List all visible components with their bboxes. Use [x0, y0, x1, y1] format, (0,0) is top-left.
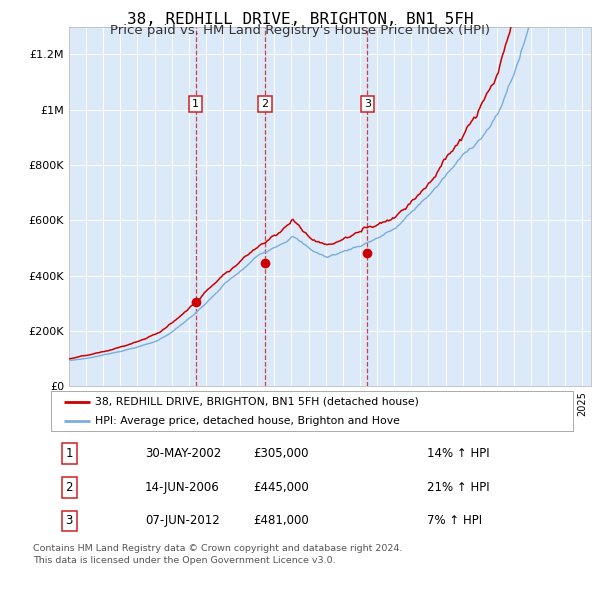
Text: 2: 2	[65, 481, 73, 494]
Text: 1: 1	[65, 447, 73, 460]
Text: £445,000: £445,000	[253, 481, 308, 494]
Text: Contains HM Land Registry data © Crown copyright and database right 2024.
This d: Contains HM Land Registry data © Crown c…	[33, 544, 403, 565]
Text: 3: 3	[364, 99, 371, 109]
Text: 14-JUN-2006: 14-JUN-2006	[145, 481, 220, 494]
Text: Price paid vs. HM Land Registry's House Price Index (HPI): Price paid vs. HM Land Registry's House …	[110, 24, 490, 37]
Text: 3: 3	[65, 514, 73, 527]
Text: HPI: Average price, detached house, Brighton and Hove: HPI: Average price, detached house, Brig…	[95, 416, 400, 425]
Text: 14% ↑ HPI: 14% ↑ HPI	[427, 447, 490, 460]
Text: 21% ↑ HPI: 21% ↑ HPI	[427, 481, 490, 494]
Text: 2: 2	[262, 99, 269, 109]
Text: 38, REDHILL DRIVE, BRIGHTON, BN1 5FH: 38, REDHILL DRIVE, BRIGHTON, BN1 5FH	[127, 12, 473, 27]
Text: 07-JUN-2012: 07-JUN-2012	[145, 514, 220, 527]
Text: 7% ↑ HPI: 7% ↑ HPI	[427, 514, 482, 527]
Text: £481,000: £481,000	[253, 514, 308, 527]
Text: 1: 1	[193, 99, 199, 109]
Text: £305,000: £305,000	[253, 447, 308, 460]
Text: 38, REDHILL DRIVE, BRIGHTON, BN1 5FH (detached house): 38, REDHILL DRIVE, BRIGHTON, BN1 5FH (de…	[95, 397, 419, 407]
Text: 30-MAY-2002: 30-MAY-2002	[145, 447, 221, 460]
